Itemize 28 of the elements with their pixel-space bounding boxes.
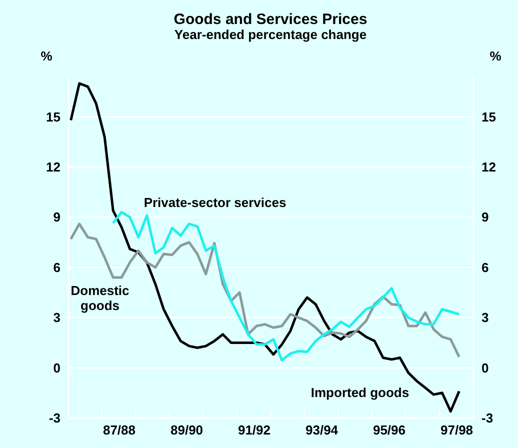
y2-tick-label: 15 xyxy=(482,109,496,124)
y-tick-label: 15 xyxy=(46,109,60,124)
x-tick-label: 89/90 xyxy=(170,422,204,438)
y-tick-label: 3 xyxy=(53,310,60,326)
y2-tick-label: 0 xyxy=(482,360,489,376)
series-label: Private-sector services xyxy=(144,195,286,210)
y2-tick-label: -3 xyxy=(482,410,494,426)
x-tick-label: 93/94 xyxy=(306,422,339,438)
x-tick-label: 91/92 xyxy=(238,422,270,438)
x-tick-label: 95/96 xyxy=(372,422,406,438)
y2-axis-title: % xyxy=(490,48,502,64)
y2-tick-label: 6 xyxy=(482,260,489,275)
line-series xyxy=(70,82,460,413)
series-label: Domestic goods xyxy=(70,283,130,313)
series-label: Imported goods xyxy=(310,385,410,400)
x-tick-label: 87/88 xyxy=(102,422,136,438)
y-tick-label: 12 xyxy=(46,160,60,175)
y2-tick-label: 9 xyxy=(482,210,489,225)
y-tick-label: 9 xyxy=(53,210,60,225)
x-tick-label: 97/98 xyxy=(440,422,474,438)
y-tick-label: -3 xyxy=(48,410,60,426)
y-tick-label: 6 xyxy=(53,260,60,275)
y2-tick-label: 12 xyxy=(482,160,496,175)
chart-title: Goods and Services Prices xyxy=(174,11,368,28)
y-tick-label: 0 xyxy=(53,360,60,376)
chart-subtitle: Year-ended percentage change xyxy=(174,27,367,42)
y2-tick-label: 3 xyxy=(482,310,489,326)
y-axis-title: % xyxy=(40,48,53,64)
